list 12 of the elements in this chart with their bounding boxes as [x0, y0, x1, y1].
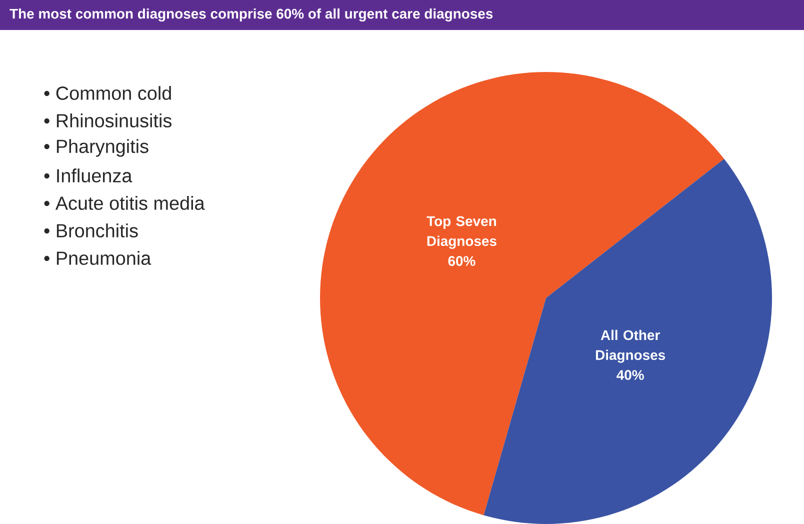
data-label: 60% — [448, 256, 476, 266]
text: • Pharyngitis — [44, 139, 148, 157]
text: • Influenza — [44, 168, 132, 182]
text: • Common cold — [44, 86, 171, 100]
data-label: 40% — [616, 370, 644, 380]
slice-label: Top Seven Diagnoses — [426, 216, 496, 249]
text: • Rhinosinusitis — [44, 114, 172, 128]
text: • Pneumonia — [44, 251, 152, 265]
text: • Acute otitis media — [44, 196, 205, 210]
chart-title: The most common diagnoses comprise 60% of all urgent care diagnoses — [10, 8, 493, 22]
text: • Bronchitis — [44, 224, 138, 238]
slice-label: All Other Diagnoses — [596, 330, 666, 363]
